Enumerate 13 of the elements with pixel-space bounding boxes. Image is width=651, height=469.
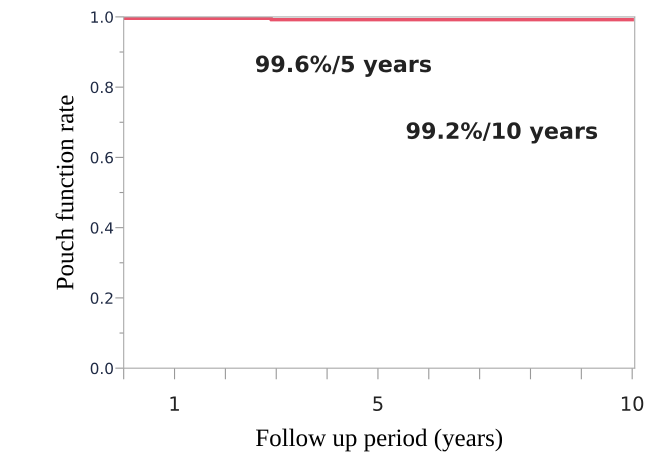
x-tick-label: 1: [170, 396, 179, 411]
x-tick-label: 10: [622, 396, 644, 411]
x-axis-title: Follow up period (years): [256, 428, 502, 452]
y-tick-label: 0.8: [90, 82, 113, 94]
y-tick-label: 0.0: [90, 362, 113, 374]
annotation: 99.6%/5 years: [256, 56, 431, 77]
y-tick-label: 1.0: [91, 11, 113, 23]
x-tick-label: 5: [373, 396, 382, 411]
annotation: 99.2%/10 years: [406, 122, 598, 144]
y-tick-label: 0.6: [90, 152, 114, 164]
y-tick-label: 0.4: [90, 222, 114, 234]
y-tick-label: 0.2: [90, 292, 112, 304]
y-axis-title: Pouch function rate: [56, 96, 74, 290]
